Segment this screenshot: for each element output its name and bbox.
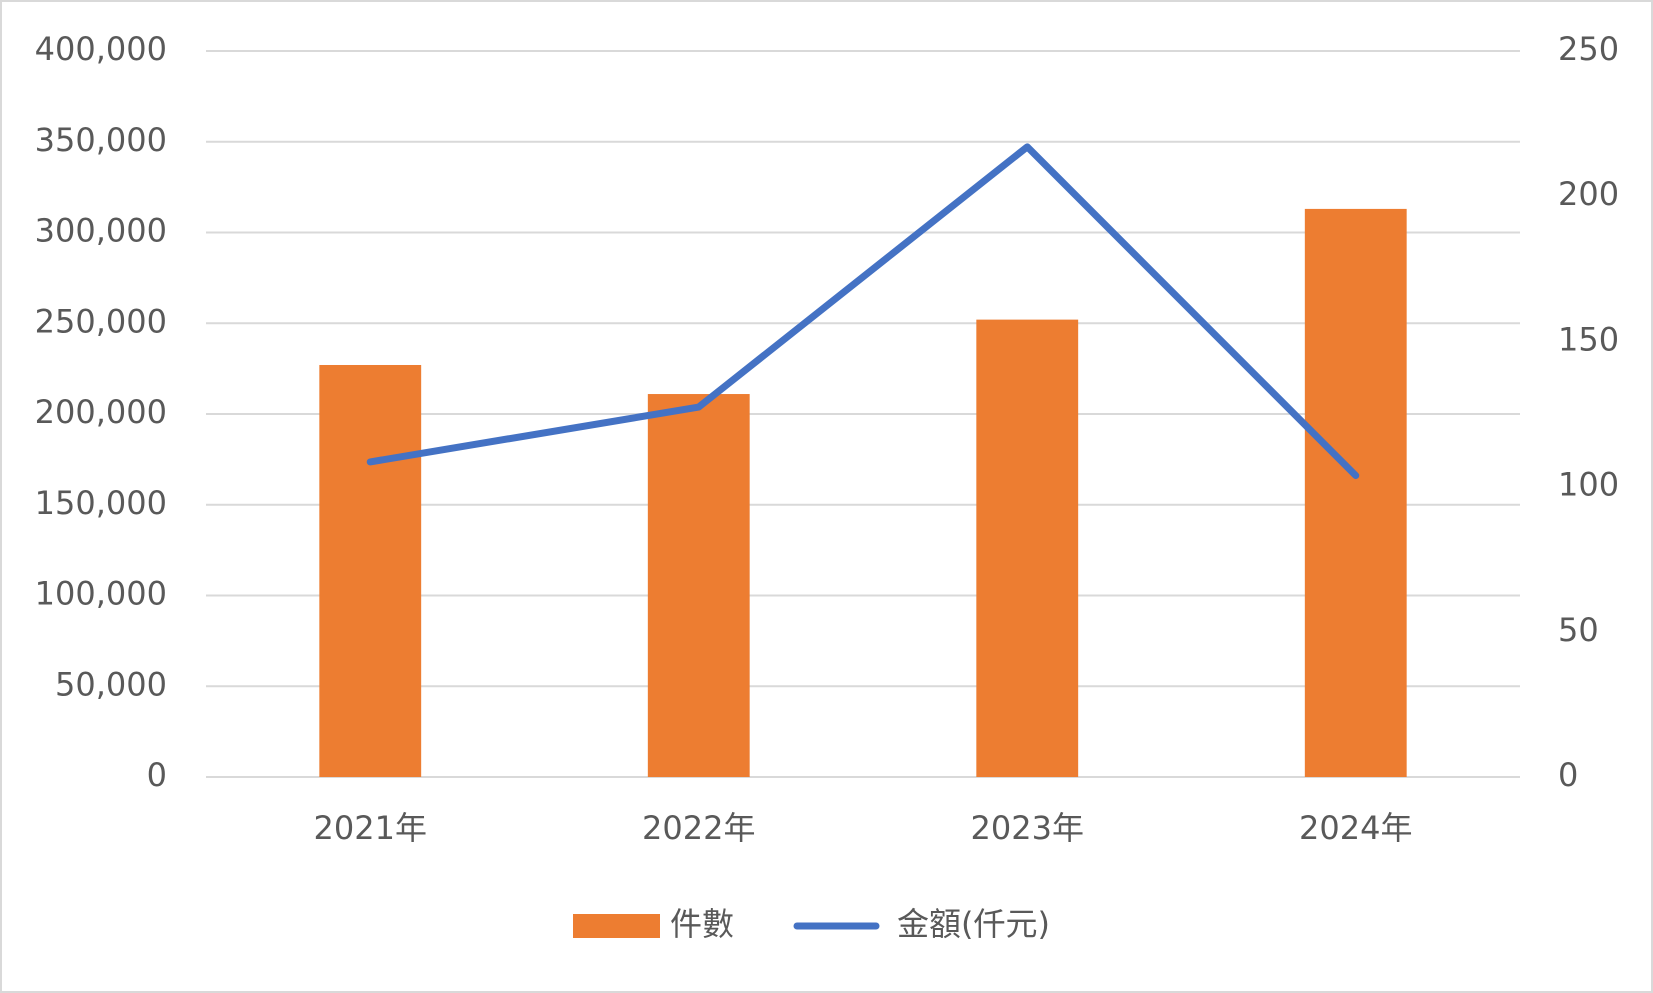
bar <box>1304 208 1407 777</box>
y-tick-label: 50,000 <box>55 665 167 703</box>
y-tick-label: 150,000 <box>35 484 167 522</box>
x-tick-label: 2023年 <box>971 809 1084 847</box>
y-tick-label: 250,000 <box>35 302 167 340</box>
y-tick-label: 0 <box>147 756 167 794</box>
legend-swatch <box>573 914 660 938</box>
y-tick-label: 400,000 <box>35 30 167 68</box>
y-tick-label: 350,000 <box>35 121 167 159</box>
y2-tick-label: 0 <box>1558 756 1578 794</box>
legend-label: 件數 <box>670 905 734 943</box>
bar <box>319 364 422 777</box>
bar <box>647 394 750 777</box>
y-tick-label: 300,000 <box>35 212 167 250</box>
legend-label: 金額(仟元) <box>897 905 1050 943</box>
x-tick-label: 2022年 <box>642 809 755 847</box>
bar <box>976 319 1079 777</box>
y2-tick-label: 250 <box>1558 30 1619 68</box>
y-tick-label: 200,000 <box>35 393 167 431</box>
y-tick-label: 100,000 <box>35 575 167 613</box>
y2-tick-label: 200 <box>1558 175 1619 213</box>
x-tick-label: 2021年 <box>314 809 427 847</box>
line <box>366 143 1360 480</box>
x-tick-label: 2024年 <box>1299 809 1412 847</box>
y2-tick-label: 50 <box>1558 611 1599 649</box>
y2-tick-label: 150 <box>1558 320 1619 358</box>
y2-tick-label: 100 <box>1558 466 1619 504</box>
